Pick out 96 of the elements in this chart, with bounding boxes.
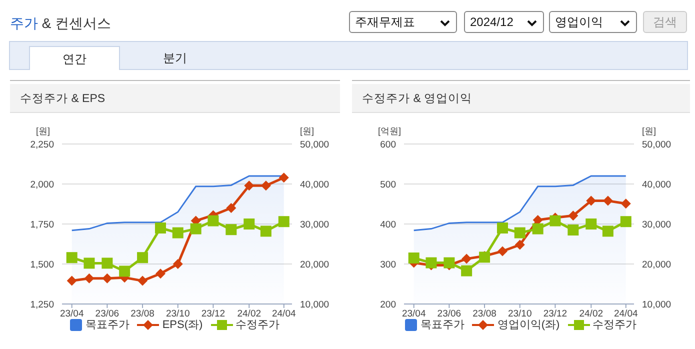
legend-label: EPS(좌) <box>162 318 203 332</box>
y2-tick-label: 10,000 <box>300 299 330 310</box>
point <box>244 180 254 191</box>
point <box>602 196 613 206</box>
x-tick-label: 24/04 <box>614 308 638 320</box>
point <box>514 227 526 238</box>
x-tick-label: 23/06 <box>95 308 120 320</box>
point <box>226 224 237 236</box>
point <box>172 227 184 238</box>
y2-axis-title: [원] <box>642 125 656 138</box>
x-tick-label: 23/04 <box>60 308 84 320</box>
point <box>550 215 561 226</box>
point <box>497 246 508 256</box>
x-tick-label: 24/04 <box>272 308 296 320</box>
legend-label: 목표주가 <box>420 318 464 332</box>
x-tick-label: 24/02 <box>237 308 262 320</box>
x-tick-label: 23/08 <box>472 308 496 320</box>
point <box>278 216 290 228</box>
y2-tick-label: 50,000 <box>300 139 330 150</box>
point <box>461 265 472 276</box>
y-tick-label: 1,250 <box>30 299 54 310</box>
y2-tick-label: 20,000 <box>300 259 330 270</box>
y-tick-label: 500 <box>380 179 396 190</box>
point <box>137 252 148 264</box>
point <box>444 257 455 268</box>
point <box>426 257 437 268</box>
point <box>568 224 579 236</box>
y2-tick-label: 30,000 <box>300 219 330 230</box>
point <box>155 268 166 279</box>
text: 2024/12 <box>464 11 544 33</box>
legend-label: 수정주가 <box>592 318 637 332</box>
point <box>496 222 508 234</box>
legend-label: 영업이익(좌) <box>497 318 560 332</box>
y-tick-label: 400 <box>380 219 396 230</box>
text: 검색 <box>643 11 687 33</box>
point <box>226 203 236 213</box>
point <box>260 180 271 191</box>
y2-axis-title: [원] <box>300 125 314 138</box>
point <box>602 226 614 237</box>
point <box>119 266 130 277</box>
text: 주재무제표 <box>349 11 457 33</box>
y2-tick-label: 40,000 <box>300 179 330 190</box>
y-tick-label: 200 <box>380 299 396 310</box>
point <box>462 254 472 264</box>
point <box>408 252 420 264</box>
text: 주가 & 컨센서스 <box>10 15 112 33</box>
point <box>278 172 289 183</box>
text: 영업이익 <box>549 11 637 33</box>
x-tick-label: 23/12 <box>543 308 568 320</box>
x-tick-label: 23/04 <box>402 308 426 320</box>
legend-label: 목표주가 <box>85 318 130 332</box>
point <box>568 210 578 221</box>
point <box>620 216 632 228</box>
x-tick-label: 24/02 <box>579 308 604 320</box>
point <box>66 252 78 264</box>
y2-tick-label: 10,000 <box>642 299 672 310</box>
y-axis-title: [원] <box>36 125 50 138</box>
point <box>138 276 148 286</box>
y2-tick-label: 20,000 <box>642 259 672 270</box>
chart-title: 수정주가 & EPS <box>20 92 106 106</box>
x-tick-label: 23/08 <box>130 308 154 320</box>
y-tick-label: 2,250 <box>30 139 54 150</box>
legend-label: 수정주가 <box>236 318 280 332</box>
point <box>620 198 631 209</box>
y2-tick-label: 30,000 <box>642 219 672 230</box>
y-axis-title: [억원] <box>378 125 402 138</box>
point <box>84 258 95 269</box>
point <box>102 273 112 284</box>
point <box>102 258 113 269</box>
y-tick-label: 1,500 <box>30 259 54 270</box>
x-tick-label: 23/10 <box>508 308 532 320</box>
text: 분기 <box>162 50 188 67</box>
y-tick-label: 2,000 <box>30 179 54 190</box>
y2-tick-label: 40,000 <box>642 179 672 190</box>
y-tick-label: 600 <box>380 139 396 150</box>
y2-tick-label: 50,000 <box>642 139 672 150</box>
point <box>66 276 77 286</box>
x-tick-label: 23/12 <box>201 308 226 320</box>
x-tick-label: 23/06 <box>437 308 462 320</box>
point <box>532 215 543 225</box>
y-tick-label: 1,750 <box>30 219 54 230</box>
point <box>172 259 183 269</box>
point <box>84 273 94 284</box>
point <box>190 223 202 234</box>
chart-title: 수정주가 & 영업이익 <box>362 92 472 106</box>
point <box>586 196 596 206</box>
point <box>586 218 597 230</box>
point <box>260 226 272 237</box>
x-tick-label: 23/10 <box>166 308 190 320</box>
y-tick-label: 300 <box>380 259 396 270</box>
point <box>532 223 544 234</box>
point <box>154 222 166 234</box>
point <box>208 215 219 226</box>
text: 연간 <box>29 46 120 70</box>
point <box>514 240 525 250</box>
point <box>244 218 255 230</box>
